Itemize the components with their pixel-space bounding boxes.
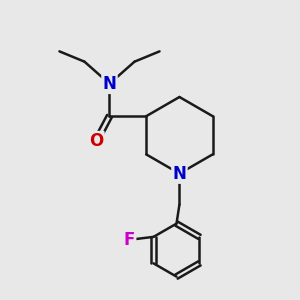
Text: N: N (103, 75, 116, 93)
Text: F: F (124, 231, 135, 249)
Text: O: O (89, 132, 103, 150)
Text: N: N (172, 165, 186, 183)
